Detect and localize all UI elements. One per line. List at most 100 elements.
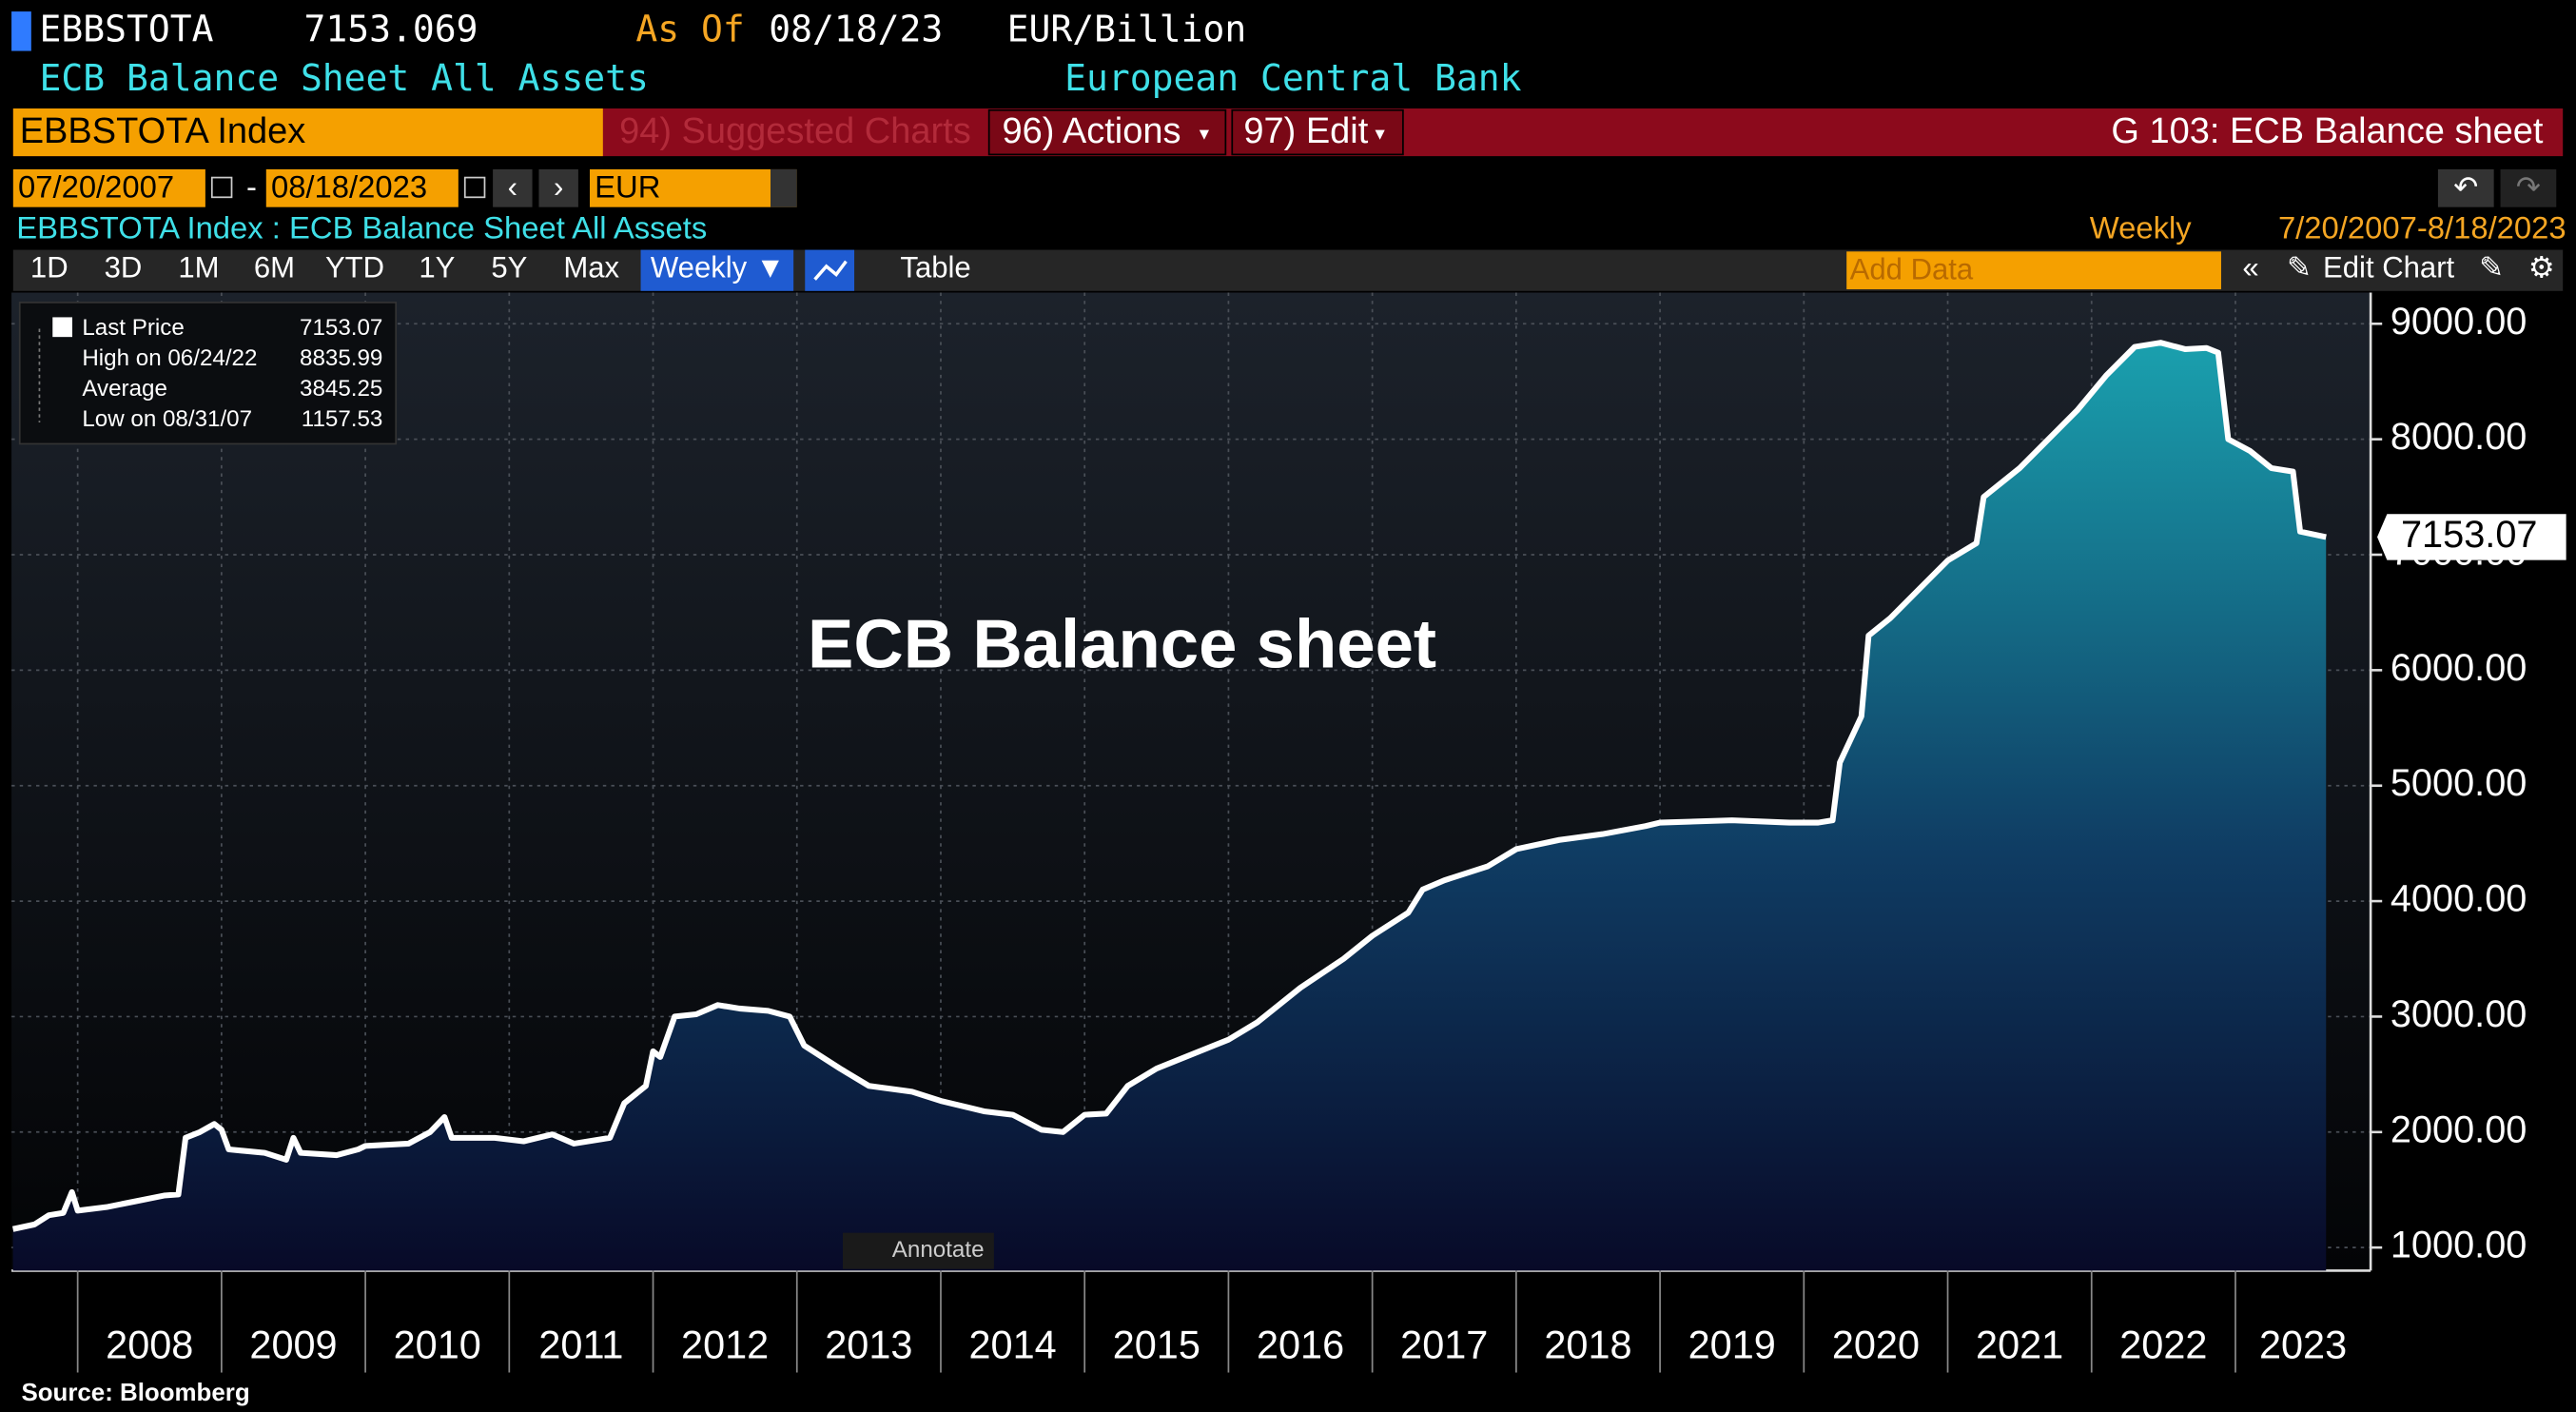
security-field[interactable]: [12, 108, 603, 157]
security-field-text: EBBSTOTA Index: [20, 111, 306, 151]
add-data-placeholder: Add Data: [1850, 252, 1974, 285]
redo-button[interactable]: [2500, 168, 2557, 207]
as-of-date: 08/18/23: [769, 8, 943, 49]
undo-button[interactable]: [2437, 168, 2494, 207]
date-dash: -: [246, 168, 257, 204]
x-tick-label: 2014: [969, 1323, 1057, 1367]
y-tick-label: 8000.00: [2391, 416, 2527, 458]
end-date: 08/18/2023: [271, 168, 427, 204]
y-tick-label: 9000.00: [2391, 301, 2527, 343]
units: EUR/Billion: [1007, 8, 1247, 49]
legend-box: [18, 302, 398, 445]
legend-value: 7153.07: [300, 315, 382, 341]
period-button[interactable]: Max: [563, 251, 619, 284]
x-tick-label: 2010: [394, 1323, 481, 1367]
start-date: 07/20/2007: [18, 168, 174, 204]
actions-text: 96) Actions: [1002, 111, 1181, 151]
last-price-tag: [2377, 514, 2566, 560]
x-tick-label: 2023: [2259, 1323, 2347, 1367]
y-tick-label: 5000.00: [2391, 762, 2527, 804]
weekly-button[interactable]: [640, 249, 794, 291]
edit-chart-button[interactable]: Edit Chart: [2323, 251, 2455, 284]
legend-value: 3845.25: [300, 376, 382, 402]
start-date-field[interactable]: [12, 168, 205, 207]
cursor-block: [11, 11, 31, 51]
legend-swatch: [52, 317, 72, 338]
line: [11, 340, 2327, 1232]
currency: EUR: [595, 168, 660, 204]
x-tick-label: 2008: [106, 1323, 193, 1367]
chart-label: EBBSTOTA Index : ECB Balance Sheet All A…: [16, 210, 707, 245]
date-range: 7/20/2007-8/18/2023: [2278, 210, 2566, 245]
chart-type-icon: [813, 260, 848, 281]
currency-dropdown[interactable]: [770, 168, 797, 207]
weekly-text: Weekly: [651, 251, 748, 284]
pencil-icon: ✎: [2287, 251, 2312, 284]
dropdown-arrow: ▾: [1376, 123, 1386, 145]
y-tick-label: 2000.00: [2391, 1108, 2527, 1150]
x-tick-label: 2018: [1544, 1323, 1631, 1367]
x-tick-label: 2017: [1400, 1323, 1488, 1367]
x-tick-label: 2015: [1113, 1323, 1200, 1367]
period-button[interactable]: 1D: [30, 251, 68, 284]
x-tick-label: 2011: [538, 1323, 623, 1367]
legend-label: Low on 08/31/07: [82, 406, 252, 432]
prev-icon: ‹: [508, 170, 517, 204]
settings-edit-icon[interactable]: ✎: [2479, 251, 2504, 284]
legend-value: 8835.99: [300, 345, 382, 371]
y-tick-label: 6000.00: [2391, 647, 2527, 689]
as-of-label: As Of: [635, 8, 744, 49]
x-tick-label: 2009: [249, 1323, 337, 1367]
page-title: G 103: ECB Balance sheet: [2111, 111, 2544, 151]
period-button[interactable]: 6M: [254, 251, 295, 284]
frequency: Weekly: [2090, 210, 2193, 245]
y-tick-label: 3000.00: [2391, 993, 2527, 1035]
price: 7153.069: [304, 8, 478, 49]
edit-text: 97) Edit: [1243, 111, 1368, 151]
annotate-text: Annotate: [892, 1237, 985, 1263]
period-button[interactable]: YTD: [325, 251, 384, 284]
calendar-icon[interactable]: [463, 176, 486, 199]
dropdown-arrow: ▾: [1200, 123, 1210, 145]
legend-label: High on 06/24/22: [82, 345, 257, 371]
area-fill: [12, 343, 2327, 1271]
suggested-charts[interactable]: 94) Suggested Charts: [619, 111, 971, 151]
collapse-icon[interactable]: «: [2242, 251, 2258, 284]
annotate-button[interactable]: [842, 1232, 994, 1269]
next-icon: ›: [554, 170, 563, 204]
security-name: ECB Balance Sheet All Assets: [39, 57, 648, 99]
legend-value: 1157.53: [302, 406, 383, 432]
period-button[interactable]: 1M: [178, 251, 219, 284]
period-button[interactable]: 3D: [105, 251, 143, 284]
end-date-field[interactable]: [265, 168, 459, 207]
y-tick-label: 4000.00: [2391, 878, 2527, 920]
legend-label: Average: [82, 376, 167, 402]
source-note: Source: Bloomberg: [21, 1380, 249, 1406]
actions-button[interactable]: [987, 108, 1227, 156]
calendar-icon[interactable]: [210, 176, 233, 199]
add-data-field[interactable]: [1846, 251, 2221, 290]
prev-button[interactable]: [493, 168, 533, 207]
settings-icon[interactable]: ⚙: [2528, 251, 2555, 284]
redo-icon: ↷: [2516, 170, 2541, 204]
next-button[interactable]: [538, 168, 578, 207]
ticker: EBBSTOTA: [39, 8, 213, 49]
source-name: European Central Bank: [1064, 57, 1521, 99]
edit-button[interactable]: [1231, 108, 1404, 156]
currency-field[interactable]: [590, 168, 797, 207]
x-tick-label: 2022: [2119, 1323, 2207, 1367]
period-button[interactable]: 5Y: [491, 251, 527, 284]
x-tick-label: 2012: [681, 1323, 769, 1367]
last-price-label: 7153.07: [2401, 514, 2538, 556]
undo-icon: ↶: [2453, 170, 2478, 204]
period-button[interactable]: 1Y: [419, 251, 455, 284]
x-tick-label: 2020: [1832, 1323, 1920, 1367]
table-button[interactable]: Table: [900, 251, 970, 284]
x-tick-label: 2013: [825, 1323, 912, 1367]
x-tick-label: 2016: [1257, 1323, 1344, 1367]
x-tick-label: 2019: [1688, 1323, 1776, 1367]
dropdown-arrow: ▼: [755, 251, 785, 284]
legend-label: Last Price: [82, 315, 184, 341]
y-tick-label: 1000.00: [2391, 1225, 2527, 1266]
